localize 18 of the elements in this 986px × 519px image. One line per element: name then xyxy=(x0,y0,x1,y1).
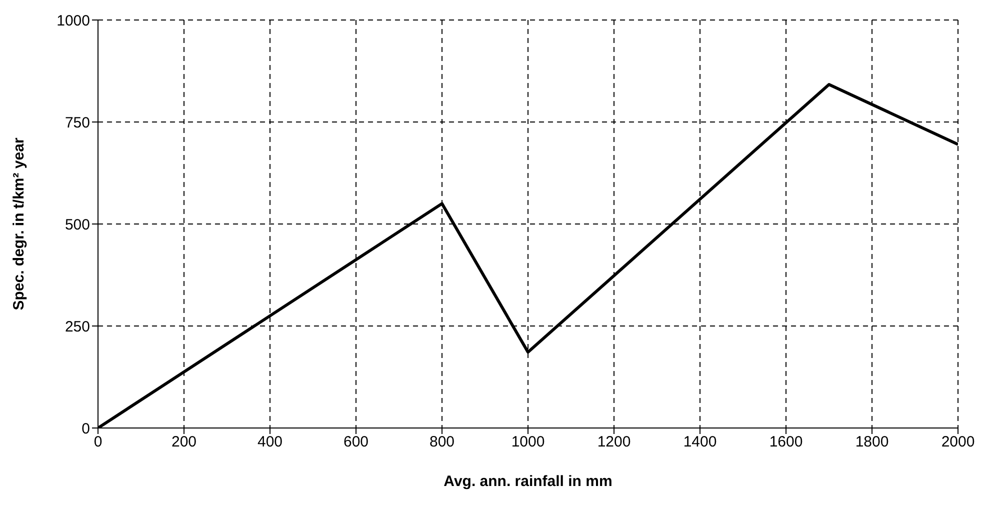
x-tick-label: 1400 xyxy=(683,434,717,451)
x-tick-label: 0 xyxy=(94,434,102,451)
x-tick-label: 600 xyxy=(343,434,369,451)
x-tick-label: 1200 xyxy=(597,434,631,451)
x-tick-label: 1800 xyxy=(855,434,889,451)
y-tick-label: 250 xyxy=(64,318,90,336)
x-tick-label: 400 xyxy=(257,434,283,451)
x-tick-label: 800 xyxy=(429,434,455,451)
x-tick-label: 1000 xyxy=(511,434,545,451)
x-axis-title: Avg. ann. rainfall in mm xyxy=(444,473,612,490)
y-tick-label: 750 xyxy=(64,114,90,132)
y-tick-label: 0 xyxy=(82,420,90,438)
x-tick-label: 2000 xyxy=(941,434,975,451)
x-tick-label: 200 xyxy=(171,434,197,451)
x-tick-label: 1600 xyxy=(769,434,803,451)
y-tick-label: 1000 xyxy=(56,12,90,30)
y-tick-label: 500 xyxy=(64,216,90,234)
y-axis-title: Spec. degr. in t/km² year xyxy=(10,138,28,310)
